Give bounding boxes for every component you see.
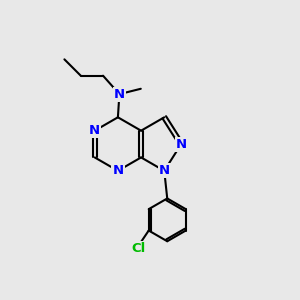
- Text: N: N: [89, 124, 100, 137]
- Text: N: N: [112, 164, 124, 177]
- Text: Cl: Cl: [131, 242, 146, 256]
- Text: N: N: [114, 88, 125, 100]
- Text: N: N: [176, 138, 187, 151]
- Text: N: N: [159, 164, 170, 177]
